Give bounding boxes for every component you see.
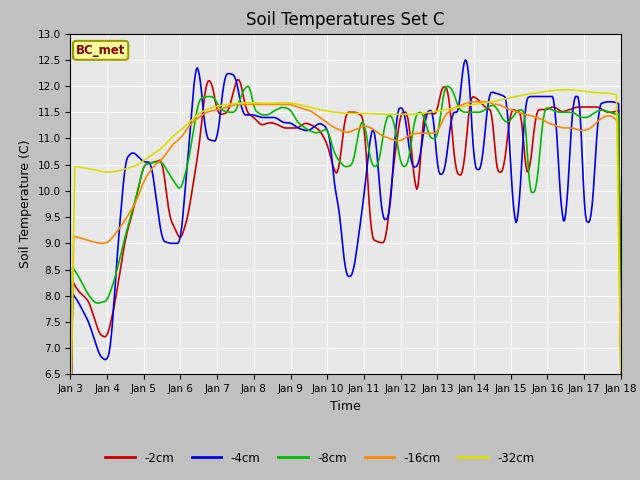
-2cm	[329, 163, 337, 168]
-8cm	[67, 443, 74, 448]
Line: -8cm: -8cm	[70, 86, 621, 445]
-2cm	[332, 170, 340, 176]
-16cm	[519, 111, 527, 117]
-4cm	[461, 57, 469, 63]
-16cm	[328, 123, 335, 129]
-8cm	[329, 145, 337, 151]
-4cm	[519, 144, 527, 149]
-2cm	[519, 129, 527, 135]
-8cm	[396, 151, 403, 157]
-4cm	[332, 185, 339, 191]
-4cm	[617, 346, 625, 351]
Text: BC_met: BC_met	[76, 44, 125, 57]
-32cm	[605, 90, 612, 96]
-32cm	[328, 109, 335, 115]
Line: -4cm: -4cm	[70, 60, 621, 461]
Line: -2cm: -2cm	[70, 80, 621, 454]
Line: -32cm: -32cm	[70, 90, 621, 410]
-16cm	[617, 374, 625, 380]
-8cm	[244, 84, 252, 89]
Legend: -2cm, -4cm, -8cm, -16cm, -32cm: -2cm, -4cm, -8cm, -16cm, -32cm	[100, 447, 540, 469]
-2cm	[234, 77, 242, 83]
-16cm	[605, 113, 612, 119]
-4cm	[328, 155, 335, 161]
-32cm	[332, 109, 339, 115]
Y-axis label: Soil Temperature (C): Soil Temperature (C)	[19, 140, 32, 268]
-8cm	[365, 150, 373, 156]
Line: -16cm: -16cm	[70, 102, 621, 441]
X-axis label: Time: Time	[330, 400, 361, 413]
-2cm	[617, 349, 625, 355]
-8cm	[617, 351, 625, 357]
-16cm	[470, 99, 478, 105]
-16cm	[394, 138, 402, 144]
-2cm	[67, 451, 74, 456]
-16cm	[332, 125, 339, 131]
-32cm	[518, 93, 525, 98]
-4cm	[605, 99, 612, 105]
Title: Soil Temperatures Set C: Soil Temperatures Set C	[246, 11, 445, 29]
-2cm	[396, 122, 403, 128]
-4cm	[67, 458, 74, 464]
-4cm	[394, 109, 402, 115]
-16cm	[67, 438, 74, 444]
-32cm	[67, 407, 74, 413]
-8cm	[605, 109, 612, 115]
-2cm	[365, 202, 373, 208]
-16cm	[364, 124, 372, 130]
-32cm	[562, 87, 570, 93]
-8cm	[519, 108, 527, 113]
-32cm	[617, 368, 625, 373]
-8cm	[332, 154, 340, 159]
-4cm	[364, 154, 372, 159]
-32cm	[394, 111, 402, 117]
-2cm	[605, 109, 612, 115]
-32cm	[364, 110, 372, 116]
